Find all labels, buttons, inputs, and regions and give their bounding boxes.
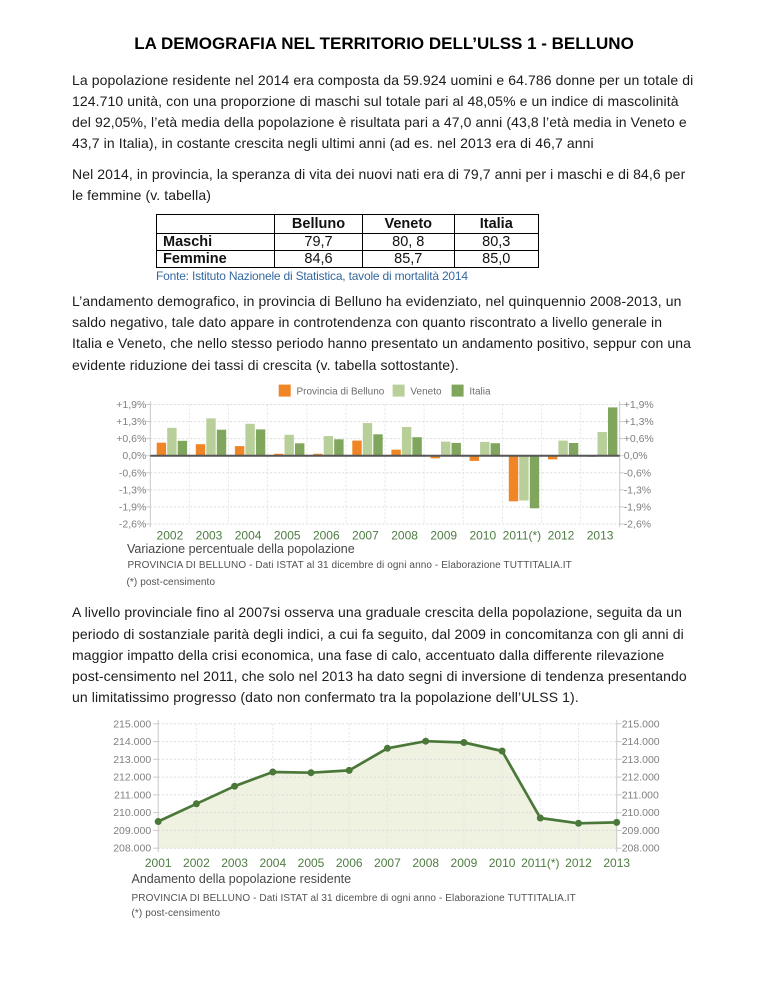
- svg-text:Veneto: Veneto: [410, 387, 442, 398]
- svg-text:209.000: 209.000: [622, 825, 660, 837]
- svg-text:Provincia di Belluno: Provincia di Belluno: [297, 387, 385, 398]
- svg-text:2008: 2008: [391, 529, 418, 543]
- svg-text:209.000: 209.000: [113, 825, 151, 837]
- svg-text:2007: 2007: [352, 529, 379, 543]
- svg-text:+1,9%: +1,9%: [624, 399, 654, 411]
- svg-text:213.000: 213.000: [622, 754, 660, 766]
- svg-text:211.000: 211.000: [622, 789, 659, 801]
- svg-text:2013: 2013: [603, 856, 630, 870]
- svg-text:2009: 2009: [451, 856, 478, 870]
- svg-text:-0,6%: -0,6%: [119, 467, 146, 479]
- svg-text:210.000: 210.000: [113, 807, 151, 819]
- svg-text:215.000: 215.000: [622, 718, 660, 730]
- svg-text:0,0%: 0,0%: [122, 450, 146, 462]
- svg-text:213.000: 213.000: [113, 754, 151, 766]
- svg-text:214.000: 214.000: [622, 736, 660, 748]
- svg-text:+1,3%: +1,3%: [116, 416, 146, 428]
- svg-text:210.000: 210.000: [622, 807, 660, 819]
- svg-text:211.000: 211.000: [114, 789, 151, 801]
- svg-text:2004: 2004: [259, 856, 286, 870]
- svg-text:2012: 2012: [565, 856, 592, 870]
- svg-text:0,0%: 0,0%: [624, 450, 648, 462]
- svg-text:+0,6%: +0,6%: [116, 433, 146, 445]
- svg-text:2006: 2006: [336, 856, 363, 870]
- svg-text:215.000: 215.000: [113, 718, 151, 730]
- svg-text:-2,6%: -2,6%: [624, 519, 651, 531]
- svg-text:2003: 2003: [221, 856, 248, 870]
- svg-text:2003: 2003: [196, 529, 223, 543]
- svg-text:2008: 2008: [412, 856, 439, 870]
- svg-text:2012: 2012: [548, 529, 575, 543]
- svg-text:2007: 2007: [374, 856, 401, 870]
- svg-text:-1,9%: -1,9%: [119, 501, 146, 513]
- svg-text:2013: 2013: [587, 529, 614, 543]
- svg-text:-1,3%: -1,3%: [624, 484, 651, 496]
- svg-text:2010: 2010: [489, 856, 516, 870]
- svg-text:-0,6%: -0,6%: [624, 467, 651, 479]
- svg-text:2005: 2005: [274, 529, 301, 543]
- svg-text:+1,3%: +1,3%: [624, 416, 654, 428]
- svg-text:2002: 2002: [157, 529, 184, 543]
- svg-text:+1,9%: +1,9%: [116, 399, 146, 411]
- svg-text:Italia: Italia: [469, 387, 491, 398]
- svg-text:208.000: 208.000: [113, 843, 151, 855]
- svg-text:2011(*): 2011(*): [521, 856, 559, 870]
- svg-text:2011(*): 2011(*): [503, 529, 541, 543]
- svg-text:2002: 2002: [183, 856, 210, 870]
- svg-text:-1,3%: -1,3%: [119, 484, 146, 496]
- svg-text:-1,9%: -1,9%: [624, 501, 651, 513]
- svg-text:212.000: 212.000: [622, 772, 660, 784]
- svg-text:2009: 2009: [430, 529, 457, 543]
- svg-text:212.000: 212.000: [113, 772, 151, 784]
- svg-text:2006: 2006: [313, 529, 340, 543]
- svg-text:2010: 2010: [469, 529, 496, 543]
- svg-text:-2,6%: -2,6%: [119, 519, 146, 531]
- svg-text:2005: 2005: [298, 856, 325, 870]
- svg-text:208.000: 208.000: [622, 843, 660, 855]
- svg-text:214.000: 214.000: [113, 736, 151, 748]
- svg-text:+0,6%: +0,6%: [624, 433, 654, 445]
- svg-text:2004: 2004: [235, 529, 262, 543]
- svg-text:2001: 2001: [145, 856, 172, 870]
